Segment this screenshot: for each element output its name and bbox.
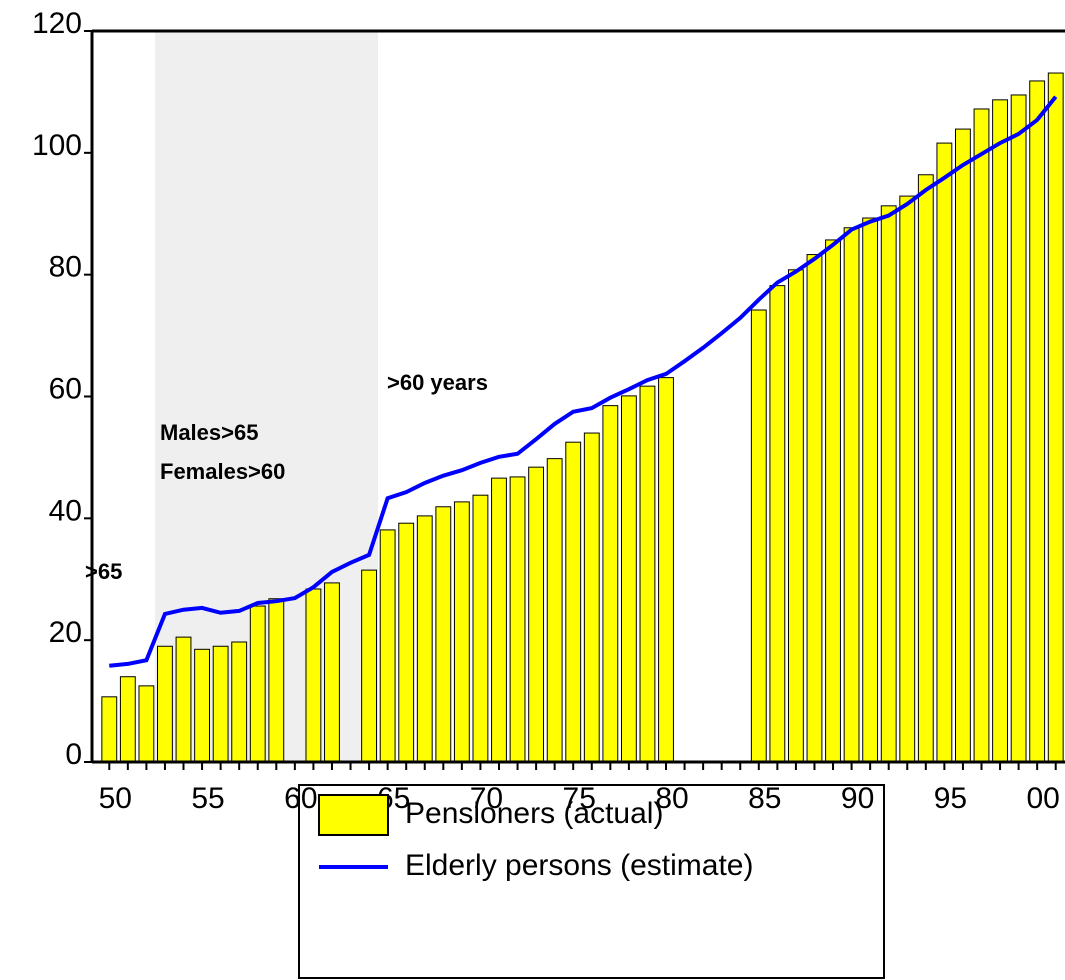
bar (435, 506, 452, 763)
legend (298, 784, 885, 979)
annotation: >65 (85, 559, 122, 584)
bar (899, 195, 916, 763)
bar (268, 598, 285, 763)
bar (1010, 94, 1027, 763)
bar (138, 685, 155, 763)
legend-swatch (318, 794, 389, 836)
x-tick-label: 50 (99, 782, 132, 815)
bar (119, 676, 136, 763)
bar (1029, 80, 1046, 763)
y-tick-label: 20 (49, 616, 82, 649)
bar (231, 641, 248, 763)
bar (157, 645, 173, 763)
bar (620, 395, 637, 763)
bar (565, 441, 582, 763)
bar (825, 239, 841, 763)
bar (1047, 72, 1064, 763)
x-tick-label: 90 (841, 782, 874, 815)
y-tick-label: 60 (49, 372, 82, 405)
bar (416, 515, 433, 763)
x-tick-label: 80 (655, 782, 688, 815)
bar (212, 645, 229, 763)
legend-label: Pensioners (actual) (405, 797, 663, 830)
bar (546, 458, 563, 763)
shaded-period (155, 31, 378, 762)
bar (843, 227, 860, 763)
bar (175, 636, 192, 763)
annotation: Females>60 (160, 459, 285, 484)
bar (472, 494, 489, 763)
bar (398, 522, 415, 763)
x-tick-label: 75 (563, 782, 596, 815)
bar (658, 377, 674, 763)
bar (639, 385, 656, 763)
bar (973, 108, 990, 763)
bar (194, 648, 210, 763)
x-tick-label: 85 (748, 782, 781, 815)
x-tick-label: 55 (191, 782, 224, 815)
legend-label: Elderly persons (estimate) (405, 849, 753, 882)
bar (361, 569, 378, 763)
bar (602, 405, 619, 763)
bar (955, 128, 971, 763)
bar (249, 605, 266, 763)
bar (453, 501, 470, 763)
bar (992, 99, 1008, 763)
bar (509, 476, 526, 763)
bar (862, 217, 879, 763)
bar (936, 142, 953, 763)
bar (917, 174, 934, 763)
bar (750, 309, 767, 763)
y-tick-label: 100 (32, 129, 82, 162)
bar (769, 285, 786, 763)
x-tick-label: 60 (284, 782, 317, 815)
x-tick-label: 70 (470, 782, 503, 815)
bar (528, 466, 545, 763)
bar (379, 529, 396, 763)
bar (491, 477, 507, 763)
bar (101, 696, 118, 763)
annotation: >60 years (387, 370, 488, 395)
line (109, 95, 1058, 668)
bar (880, 205, 897, 763)
x-tick-label: 00 (1026, 782, 1059, 815)
y-tick-label: 120 (32, 7, 82, 40)
y-tick-label: 40 (49, 494, 82, 527)
bar (583, 432, 600, 763)
bar (324, 582, 340, 763)
y-tick-label: 80 (49, 251, 82, 284)
bar (305, 588, 322, 763)
bar (787, 269, 804, 763)
x-tick-label: 95 (934, 782, 967, 815)
annotation: Males>65 (160, 420, 258, 445)
bar (806, 254, 823, 763)
y-tick-label: 0 (65, 738, 82, 771)
